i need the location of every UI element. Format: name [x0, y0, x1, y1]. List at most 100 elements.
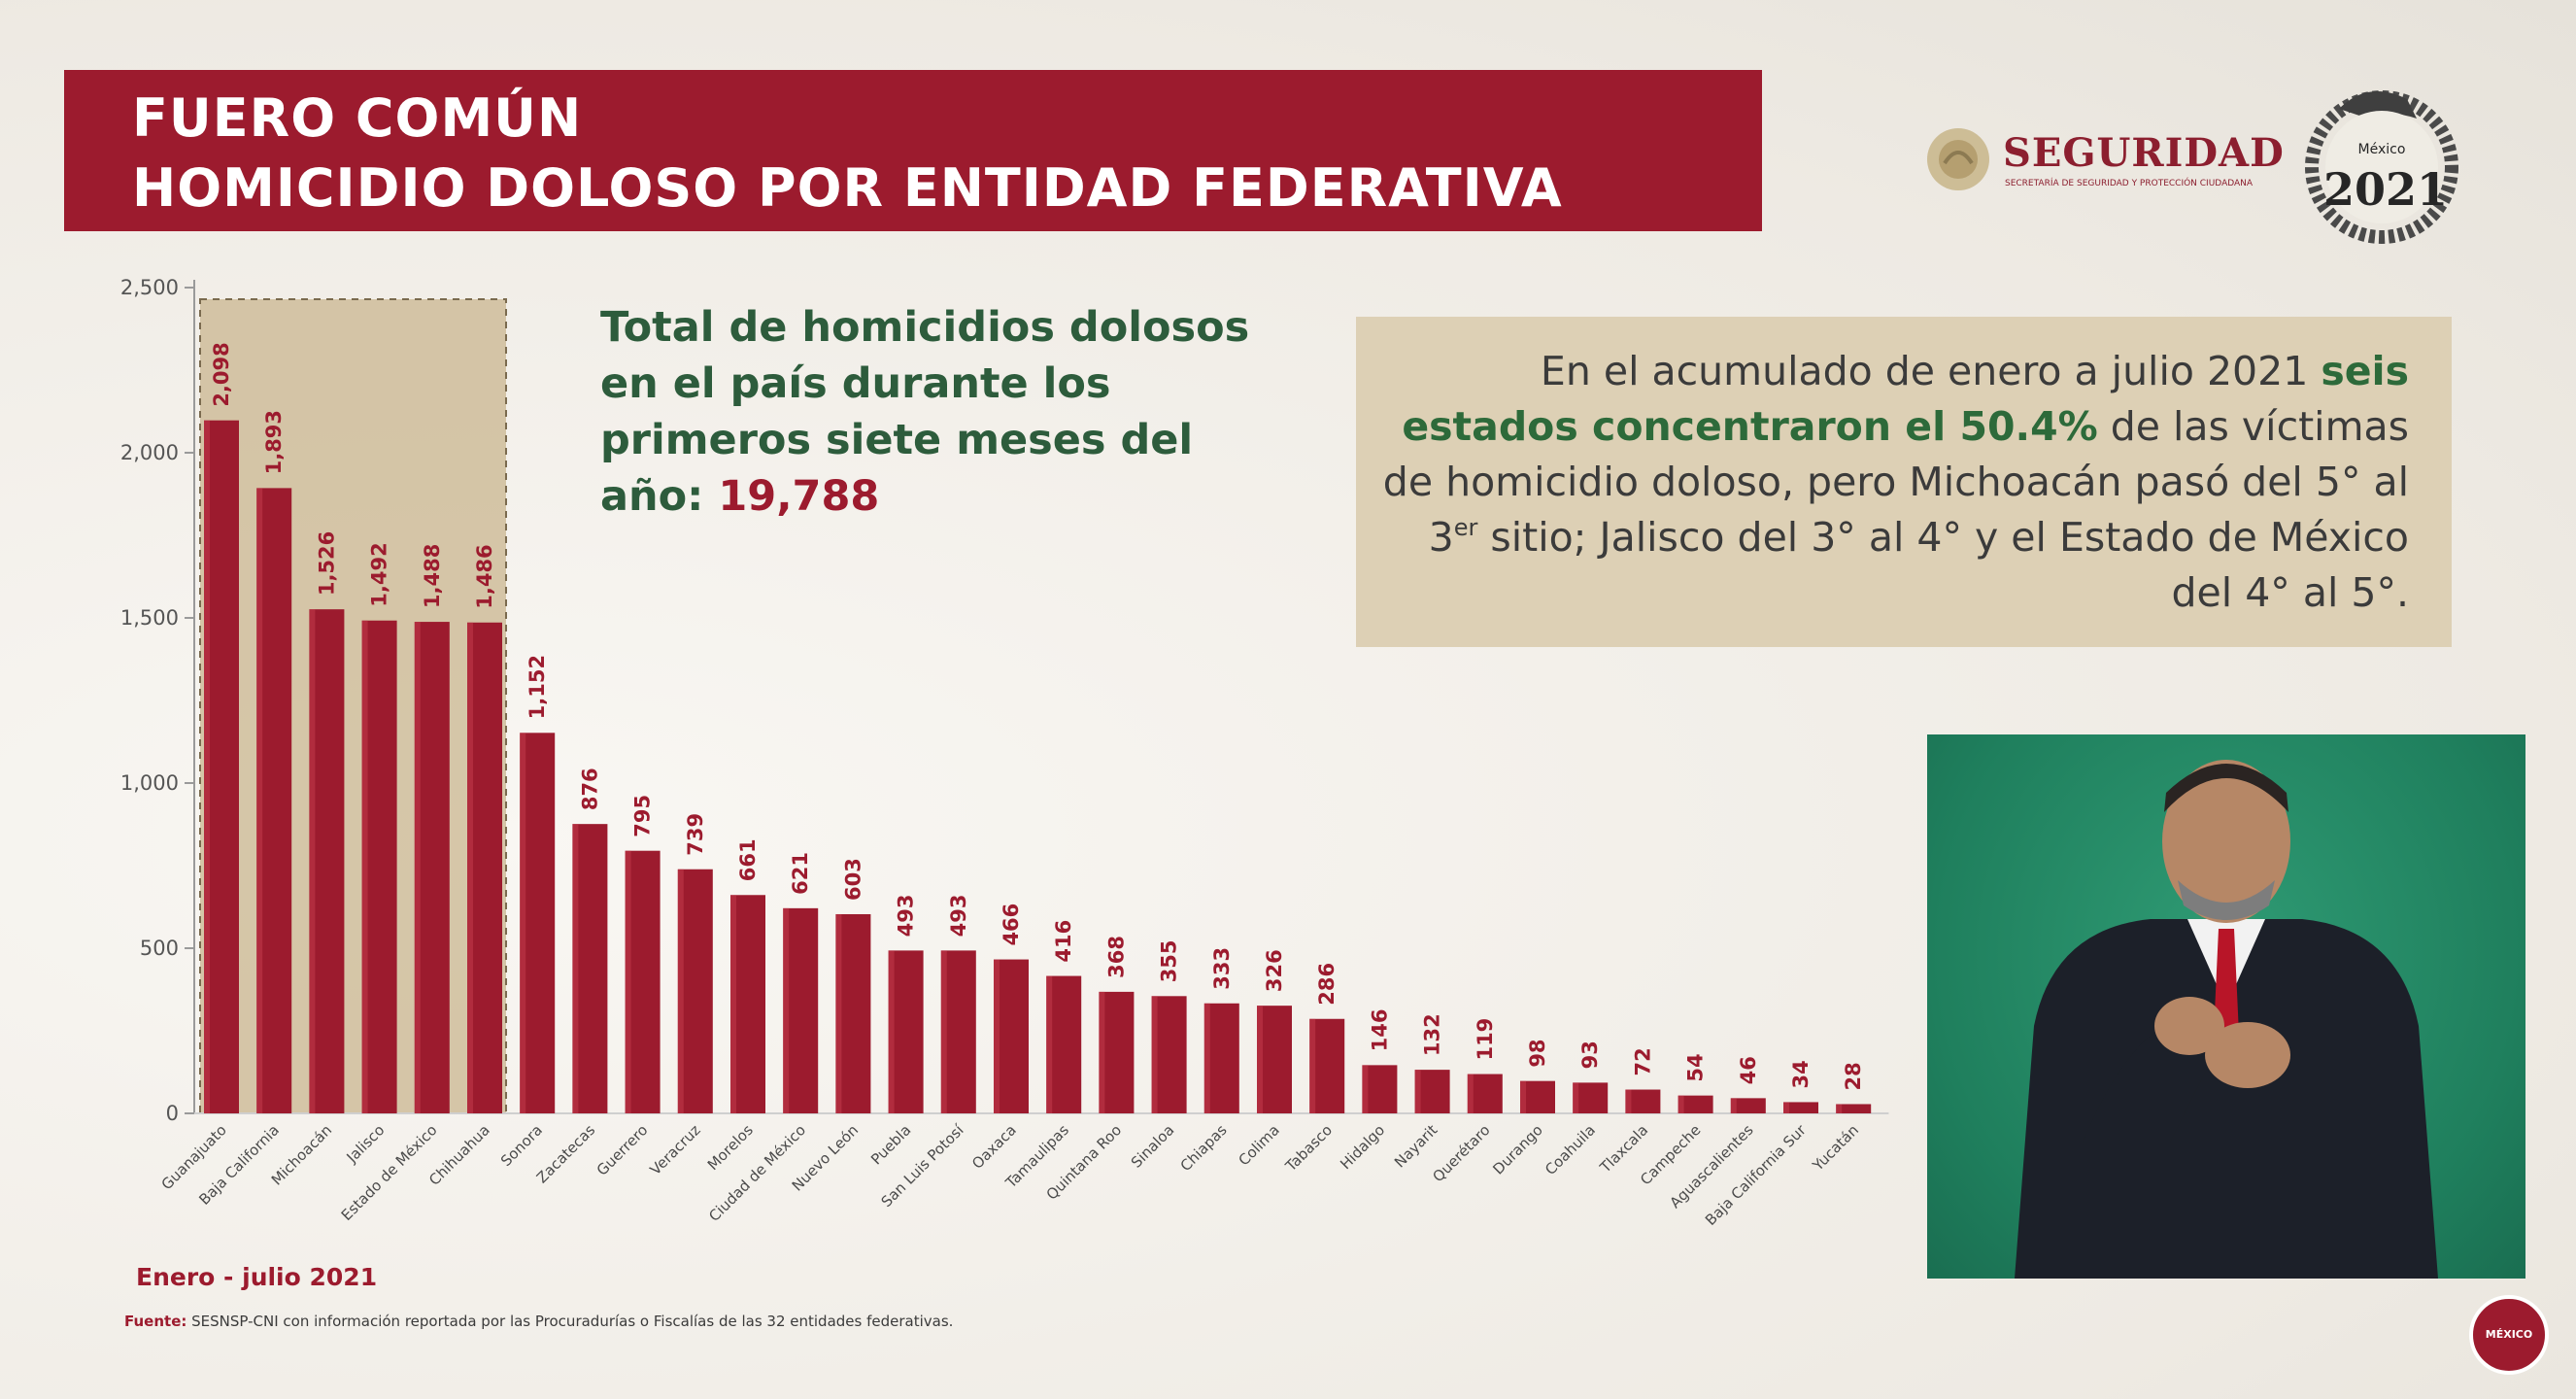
- source-note: Fuente: SESNSP-CNI con información repor…: [124, 1313, 2358, 1330]
- x-tick-label: Nayarit: [1391, 1121, 1441, 1171]
- data-label: 1,526: [315, 531, 338, 596]
- bar-highlight: [1625, 1089, 1632, 1113]
- bar-highlight: [1520, 1080, 1526, 1113]
- data-label: 333: [1210, 947, 1234, 990]
- badge-text: MÉXICO: [2485, 1328, 2533, 1341]
- info-superscript: er: [1453, 514, 1478, 541]
- data-label: 326: [1263, 949, 1286, 992]
- bar-highlight: [1362, 1065, 1369, 1113]
- title-line-1: FUERO COMÚN: [132, 87, 583, 149]
- bar-highlight: [730, 895, 736, 1113]
- serpent-emblem-icon: [2305, 90, 2458, 244]
- bar-highlight: [940, 950, 947, 1113]
- x-tick-label: Baja California Sur: [1702, 1121, 1810, 1229]
- data-label: 2,098: [210, 342, 233, 406]
- data-label: 119: [1474, 1018, 1497, 1061]
- bar-highlight: [204, 420, 210, 1113]
- x-tick-label: Ciudad de México: [705, 1121, 809, 1225]
- bar-30: [1730, 1098, 1766, 1113]
- title-line-2: HOMICIDIO DOLOSO POR ENTIDAD FEDERATIVA: [132, 157, 1563, 219]
- bar-highlight: [677, 869, 684, 1113]
- bar-highlight: [1309, 1018, 1316, 1113]
- x-tick-label: Durango: [1489, 1121, 1545, 1177]
- bar-highlight: [1046, 975, 1053, 1113]
- bar-highlight: [1151, 996, 1158, 1113]
- coat-of-arms-icon: [1927, 128, 1989, 190]
- data-label: 46: [1737, 1056, 1760, 1084]
- data-label: 493: [895, 895, 918, 938]
- data-label: 739: [684, 813, 707, 856]
- info-text-part3: sitio; Jalisco del 3° al 4° y el Estado …: [1477, 514, 2409, 616]
- bar-31: [1783, 1102, 1818, 1113]
- x-tick-label: Sinaloa: [1128, 1121, 1178, 1172]
- bar-highlight: [835, 913, 842, 1113]
- y-tick-label: 2,500: [120, 276, 179, 299]
- data-label: 493: [947, 895, 970, 938]
- data-label: 661: [736, 838, 760, 881]
- sign-language-interpreter-video: [1927, 734, 2525, 1279]
- data-label: 876: [578, 768, 601, 810]
- x-tick-label: Tlaxcala: [1596, 1121, 1651, 1177]
- x-tick-label: Colima: [1235, 1121, 1282, 1169]
- data-label: 93: [1578, 1041, 1602, 1069]
- bar-highlight: [1203, 1003, 1210, 1113]
- seguridad-logo-text: SEGURIDAD: [2003, 130, 2285, 176]
- x-tick-label: Guerrero: [593, 1121, 652, 1179]
- info-text-part2: de las víctimas de homicidio doloso, per…: [1382, 403, 2409, 561]
- bar-highlight: [1678, 1095, 1684, 1113]
- x-tick-label: Coahuila: [1542, 1121, 1599, 1178]
- bar-highlight: [467, 622, 473, 1113]
- x-tick-label: Tabasco: [1281, 1121, 1336, 1176]
- title-banner: FUERO COMÚN HOMICIDIO DOLOSO POR ENTIDAD…: [64, 70, 1762, 231]
- bar-highlight: [1783, 1102, 1789, 1113]
- bar-highlight: [309, 609, 316, 1113]
- bar-highlight: [414, 622, 421, 1113]
- x-tick-label: Yucatán: [1809, 1121, 1862, 1175]
- data-label: 98: [1526, 1039, 1549, 1067]
- seguridad-logo-subtitle: SECRETARÍA DE SEGURIDAD Y PROTECCIÓN CIU…: [2005, 179, 2254, 188]
- y-tick-label: 1,500: [120, 606, 179, 630]
- x-tick-label: Morelos: [704, 1121, 757, 1174]
- bar-highlight: [888, 950, 895, 1113]
- source-text: SESNSP-CNI con información reportada por…: [186, 1313, 954, 1330]
- bar-highlight: [520, 733, 526, 1113]
- bar-highlight: [994, 959, 1000, 1113]
- bar-highlight: [572, 824, 579, 1113]
- year-2021-text: 2021: [2323, 163, 2449, 216]
- data-label: 72: [1631, 1047, 1654, 1075]
- bar-highlight: [1730, 1098, 1737, 1113]
- data-label: 1,488: [421, 544, 444, 608]
- data-label: 355: [1158, 939, 1181, 982]
- bar-29: [1678, 1095, 1713, 1113]
- gobierno-mexico-badge: MÉXICO: [2469, 1295, 2549, 1375]
- data-label: 34: [1789, 1060, 1813, 1088]
- x-tick-label: Querétaro: [1429, 1121, 1493, 1185]
- period-label: Enero - julio 2021: [136, 1263, 378, 1291]
- data-label: 54: [1684, 1053, 1708, 1081]
- total-homicides-text: Total de homicidios dolosos en el país d…: [600, 299, 1280, 525]
- y-tick-label: 1,000: [120, 771, 179, 795]
- data-label: 1,492: [368, 542, 391, 606]
- x-tick-label: Jalisco: [343, 1121, 389, 1167]
- y-tick-label: 2,000: [120, 441, 179, 464]
- seguridad-logo: SEGURIDAD SECRETARÍA DE SEGURIDAD Y PROT…: [1923, 124, 2284, 202]
- data-label: 28: [1842, 1062, 1865, 1090]
- bar-highlight: [625, 850, 631, 1113]
- info-highlight: seis estados concentraron el 50.4%: [1402, 348, 2409, 450]
- bar-32: [1836, 1104, 1872, 1113]
- info-text-part1: En el acumulado de enero a julio 2021: [1540, 348, 2322, 394]
- bar-highlight: [1573, 1082, 1579, 1113]
- bar-highlight: [1467, 1074, 1474, 1113]
- data-label: 416: [1052, 920, 1075, 963]
- info-callout: En el acumulado de enero a julio 2021 se…: [1356, 317, 2452, 647]
- data-label: 795: [631, 795, 655, 837]
- mexico-label: México: [2357, 142, 2406, 157]
- total-homicides-label: Total de homicidios dolosos en el país d…: [600, 303, 1250, 521]
- data-label: 286: [1315, 963, 1339, 1006]
- y-tick-label: 0: [166, 1102, 179, 1125]
- source-label: Fuente:: [124, 1313, 187, 1330]
- data-label: 146: [1368, 1009, 1391, 1052]
- x-tick-label: Puebla: [867, 1121, 914, 1168]
- x-tick-label: Sonora: [497, 1121, 546, 1170]
